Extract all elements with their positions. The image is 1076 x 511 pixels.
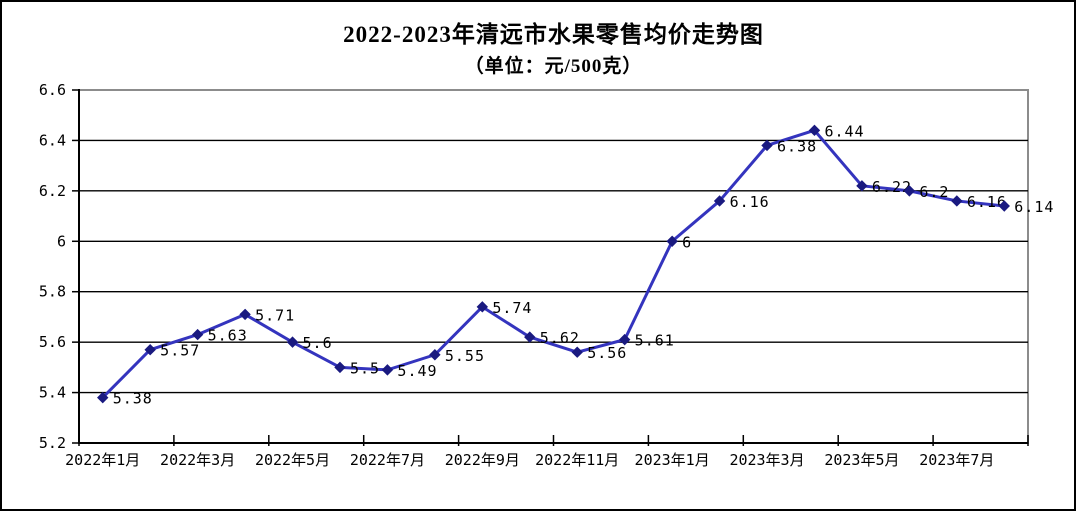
data-label: 6.2: [919, 183, 949, 201]
y-tick-label: 6: [57, 232, 66, 250]
chart-title: 2022-2023年清远市水果零售均价走势图: [343, 22, 764, 47]
data-point-marker: [998, 200, 1010, 212]
data-point-marker: [381, 364, 394, 376]
data-label: 6.22: [872, 178, 912, 196]
data-label: 6.14: [1014, 198, 1054, 216]
data-label: 5.56: [587, 344, 627, 362]
data-label: 5.61: [635, 332, 675, 350]
data-label: 5.5: [350, 359, 380, 377]
x-tick-label: 2022年5月: [255, 451, 330, 469]
data-label: 5.57: [160, 342, 200, 360]
data-point-marker: [239, 308, 251, 321]
data-point-marker: [856, 180, 868, 192]
data-label: 6.44: [824, 122, 864, 140]
data-point-marker: [903, 185, 916, 197]
y-tick-label: 6.4: [39, 131, 66, 149]
x-tick-label: 2022年11月: [535, 451, 619, 469]
data-label: 6.16: [967, 193, 1007, 211]
x-tick-label: 2023年1月: [635, 451, 710, 469]
data-label: 5.38: [113, 390, 153, 408]
data-point-marker: [476, 301, 489, 313]
x-tick-label: 2022年3月: [160, 451, 235, 469]
data-label: 5.71: [255, 306, 295, 324]
y-tick-label: 6.2: [39, 182, 66, 200]
data-point-marker: [97, 391, 109, 404]
data-point-marker: [429, 349, 441, 361]
data-point-marker: [191, 328, 204, 341]
data-point-marker: [524, 331, 536, 343]
data-label: 5.49: [397, 362, 437, 380]
x-tick-label: 2023年5月: [824, 451, 899, 469]
series-line: [101, 128, 1006, 400]
data-point-marker: [144, 343, 156, 356]
y-tick-label: 5.6: [39, 333, 66, 351]
x-tick-label: 2023年3月: [729, 451, 804, 469]
x-tick-label: 2022年7月: [350, 451, 425, 469]
data-point-marker: [666, 235, 678, 247]
data-label: 6.16: [730, 193, 770, 211]
data-point-marker: [951, 195, 963, 207]
data-point-marker: [761, 139, 773, 152]
x-tick-label: 2022年9月: [445, 451, 520, 469]
data-point-marker: [286, 336, 299, 348]
data-point-marker: [618, 333, 631, 346]
plot-area-border: [78, 89, 1029, 444]
data-label: 6.38: [777, 137, 817, 155]
data-label: 5.6: [303, 334, 333, 352]
data-label: 5.55: [445, 347, 485, 365]
data-point-marker: [571, 346, 583, 358]
y-tick-label: 5.4: [39, 384, 66, 402]
y-tick-label: 5.8: [39, 283, 66, 301]
y-tick-label: 5.2: [39, 434, 66, 452]
data-label: 6: [682, 233, 692, 251]
x-tick-label: 2022年1月: [65, 451, 140, 469]
x-tick-label: 2023年7月: [919, 451, 994, 469]
y-tick-label: 6.6: [39, 81, 66, 99]
data-label: 5.62: [540, 329, 580, 347]
data-point-marker: [808, 124, 821, 137]
data-label: 5.74: [492, 299, 532, 317]
data-label: 5.63: [208, 327, 248, 345]
chart-subtitle: （单位：元/500克）: [464, 56, 643, 77]
data-point-marker: [334, 361, 346, 374]
data-point-marker: [713, 195, 726, 207]
